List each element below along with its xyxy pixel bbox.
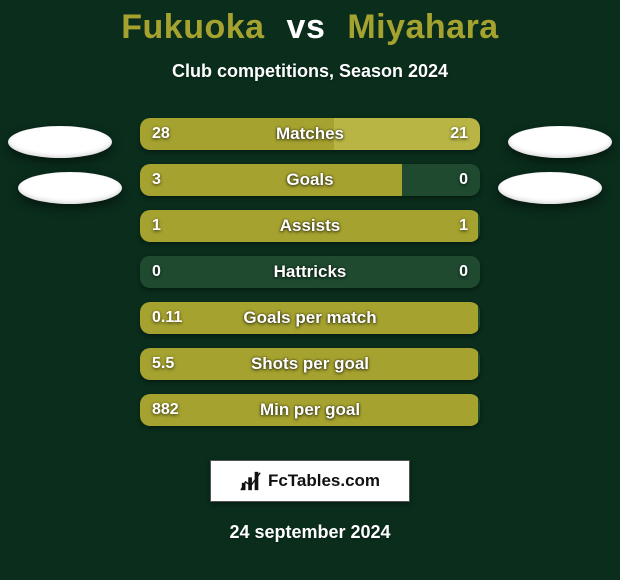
- stat-row: 5.5Shots per goal: [140, 348, 480, 380]
- stat-fill-left: [140, 118, 334, 150]
- comparison-infographic: Fukuoka vs Miyahara Club competitions, S…: [0, 0, 620, 580]
- stat-fill-right: [334, 118, 480, 150]
- left-badge-2: [18, 172, 122, 204]
- stat-fill-left: [140, 348, 478, 380]
- bars-icon: [240, 470, 262, 492]
- page-title: Fukuoka vs Miyahara: [0, 8, 620, 47]
- stat-row: 0Hattricks0: [140, 256, 480, 288]
- stat-fill-left: [140, 302, 478, 334]
- stat-fill-left: [140, 210, 478, 242]
- brand-logo: FcTables.com: [210, 460, 410, 502]
- subtitle: Club competitions, Season 2024: [0, 61, 620, 82]
- stat-row: 882Min per goal: [140, 394, 480, 426]
- right-badge-2: [498, 172, 602, 204]
- stat-fill-left: [140, 164, 402, 196]
- left-badge-1: [8, 126, 112, 158]
- stat-bars: 28Matches21 3Goals0 1Assists1 0Hattricks0 0.…: [140, 118, 480, 440]
- right-badge-1: [508, 126, 612, 158]
- stat-row: 3Goals0: [140, 164, 480, 196]
- stat-row: 28Matches21: [140, 118, 480, 150]
- stats-area: 28Matches21 3Goals0 1Assists1 0Hattricks0 0.…: [0, 118, 620, 438]
- stat-row: 1Assists1: [140, 210, 480, 242]
- title-player1: Fukuoka: [121, 8, 264, 46]
- title-vs: vs: [287, 8, 326, 46]
- stat-track: [140, 256, 480, 288]
- title-player2: Miyahara: [347, 8, 498, 46]
- stat-row: 0.11Goals per match: [140, 302, 480, 334]
- stat-fill-left: [140, 394, 478, 426]
- brand-text: FcTables.com: [268, 471, 380, 491]
- footer-date: 24 september 2024: [0, 522, 620, 543]
